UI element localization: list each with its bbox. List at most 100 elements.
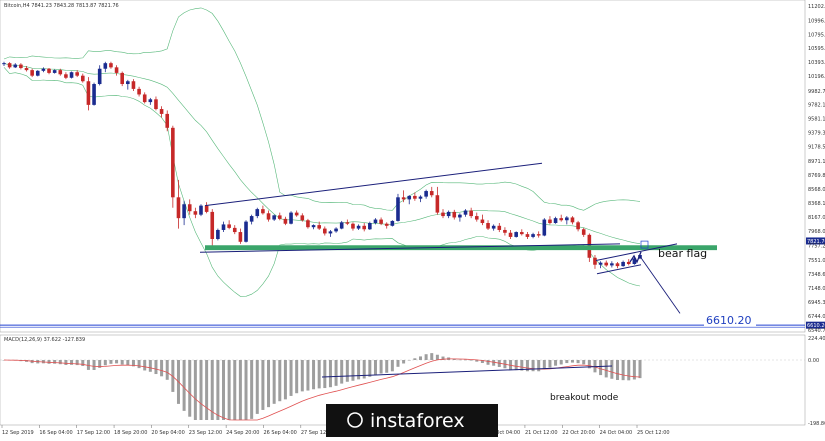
macd-bar (525, 360, 529, 372)
macd-bar (148, 360, 152, 372)
candle-body (486, 223, 490, 229)
candle (548, 216, 552, 225)
handdrawn-arrow-icon (629, 251, 642, 264)
candle (424, 189, 428, 199)
band-lower (3, 67, 641, 297)
macd-bar (238, 360, 242, 420)
price-axis: 11202.70 10996.80 10795.50 10595.20 10393.50… (808, 4, 825, 334)
macd-bar (98, 360, 102, 368)
macd-bar (492, 360, 496, 366)
macd-bar (582, 360, 586, 365)
candle (193, 207, 198, 219)
candle-body (159, 109, 164, 114)
candle-body (368, 223, 372, 230)
candle-body (266, 213, 271, 220)
candle-body (570, 217, 575, 223)
candle-body (300, 215, 305, 221)
candle-body (384, 223, 389, 226)
candle (7, 62, 12, 69)
candle (154, 96, 158, 111)
candle-body (401, 197, 406, 200)
macd-bar (205, 360, 209, 420)
macd-bar (452, 358, 456, 360)
time-tick-label: 20 Sep 04:00 (151, 430, 184, 436)
candle (238, 228, 243, 244)
candle-body (536, 234, 541, 236)
macd-bar (373, 360, 377, 375)
bollinger-bands (3, 7, 641, 297)
candle-body (272, 215, 276, 220)
candle (418, 195, 423, 203)
candle (47, 68, 51, 75)
candle (452, 209, 457, 220)
watermark-text: instaforex (370, 410, 465, 432)
macd-bar (565, 360, 569, 364)
macd-bar (402, 360, 406, 364)
candle (334, 227, 338, 233)
macd-bar (413, 358, 417, 360)
candle (142, 92, 147, 104)
candle-body (390, 220, 395, 226)
macd-bar (390, 360, 394, 372)
candle (52, 69, 57, 74)
candle-body (362, 225, 367, 230)
candle (458, 213, 462, 222)
candle (508, 229, 513, 240)
drawings-layer: bear flag 6610.20 7821.76 6610.20 (0, 162, 825, 329)
macd-bar (64, 360, 68, 366)
candle (137, 86, 141, 97)
candle-body (294, 212, 299, 216)
price-tick-label: 7551.00 (808, 258, 825, 264)
macd-bar (328, 360, 332, 388)
candle (311, 224, 316, 230)
candle-body (137, 88, 141, 95)
macd-bar (464, 359, 468, 361)
time-tick-label: 24 Sep 20:00 (226, 430, 259, 436)
candle-body (19, 64, 23, 69)
candle (435, 186, 440, 215)
candle-body (69, 72, 74, 78)
candle-body (24, 68, 29, 71)
macd-bar (165, 360, 169, 380)
macd-bar (115, 360, 119, 364)
candle (232, 225, 237, 235)
macd-bar (120, 360, 124, 365)
time-tick-label: 25 Oct 12:00 (637, 430, 670, 436)
candle-body (452, 211, 457, 218)
time-tick-label: 24 Oct 04:00 (600, 430, 633, 436)
candle (497, 223, 502, 233)
macd-bar (441, 356, 445, 360)
candle-body (491, 225, 496, 229)
macd-panel: 224.407 0.00 -198.803 breakout mode (0, 336, 825, 427)
candle-body (199, 205, 203, 215)
macd-bar (430, 353, 434, 360)
macd-bar (289, 360, 293, 396)
candle (491, 224, 496, 231)
time-tick-label: 26 Sep 04:00 (263, 430, 296, 436)
candle-body (615, 263, 620, 267)
candle (610, 261, 614, 268)
candle-body (171, 127, 175, 198)
macd-bar (345, 360, 349, 382)
macd-bar (559, 360, 563, 365)
candle (176, 179, 181, 229)
time-tick-label: 18 Oct 04:00 (488, 430, 521, 436)
candle-body (148, 99, 153, 103)
candle (576, 220, 580, 232)
candle (109, 61, 113, 69)
macd-bar (475, 360, 479, 362)
lower-channel-line (199, 243, 621, 253)
candle-body (581, 229, 586, 235)
candle (593, 254, 597, 269)
macd-bar (47, 360, 51, 364)
candle-body (604, 262, 609, 266)
candle (598, 261, 603, 269)
macd-bar (272, 360, 276, 404)
candle-body (480, 219, 485, 224)
candle-body (86, 81, 91, 105)
candle-body (165, 113, 170, 128)
band-middle (3, 62, 641, 244)
candle (24, 65, 29, 72)
macd-bar (222, 360, 226, 420)
candle-body (244, 221, 248, 242)
